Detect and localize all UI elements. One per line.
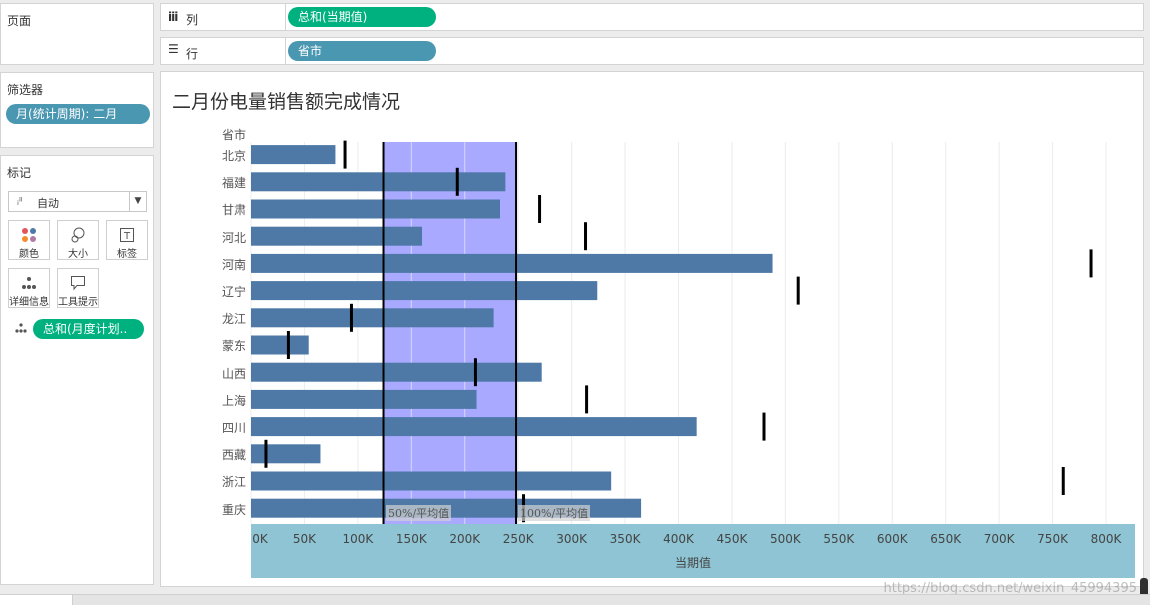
color-icon xyxy=(9,227,49,243)
detail-icon xyxy=(9,275,49,291)
axis-tick-label: 550K xyxy=(823,532,855,546)
scroll-handle[interactable] xyxy=(1140,578,1148,600)
bar xyxy=(251,199,501,219)
rows-shelf: ☰ 行 省市 xyxy=(160,37,1144,65)
size-label: 大小 xyxy=(68,249,88,260)
axis-tick-label: 800K xyxy=(1090,532,1122,546)
size-icon xyxy=(58,227,98,243)
size-button[interactable]: 大小 xyxy=(57,220,99,260)
bar xyxy=(251,308,494,328)
columns-shelf: iii 列 总和(当期值) xyxy=(160,3,1144,31)
rows-icon: ☰ xyxy=(168,42,179,56)
axis-tick-label: 100K xyxy=(342,532,374,546)
bar xyxy=(251,281,598,301)
columns-icon: iii xyxy=(168,10,178,24)
row-label: 河南 xyxy=(222,257,247,272)
filters-panel: 筛选器 月(统计周期): 二月 xyxy=(0,72,154,148)
row-label: 上海 xyxy=(222,393,247,408)
bar xyxy=(251,389,477,409)
bar xyxy=(251,362,542,382)
view-panel: 二月份电量销售额完成情况 省市 北京福建甘肃河北河南辽宁龙江蒙东山西上海四川西藏… xyxy=(160,71,1144,596)
color-label: 颜色 xyxy=(19,249,39,260)
axis-tick-label: 250K xyxy=(502,532,534,546)
tooltip-icon xyxy=(58,275,98,291)
svg-text:T: T xyxy=(123,231,131,242)
columns-pill[interactable]: 总和(当期值) xyxy=(288,7,436,27)
bar-chart-icon: ᵢˡˡ xyxy=(17,195,23,208)
axis-band xyxy=(251,524,1135,578)
watermark: https://blog.csdn.net/weixin_45994395 xyxy=(883,581,1137,596)
row-header: 省市 xyxy=(222,128,247,142)
detail-label: 详细信息 xyxy=(9,297,49,308)
detail-field-icon xyxy=(14,322,28,337)
axis-title: 当期值 xyxy=(674,556,711,570)
axis-tick-label: 700K xyxy=(983,532,1015,546)
shelf-divider xyxy=(285,4,286,30)
label-button[interactable]: T 标签 xyxy=(106,220,148,260)
bullet-chart xyxy=(250,140,1107,524)
color-button[interactable]: 颜色 xyxy=(8,220,50,260)
axis-tick-label: 500K xyxy=(769,532,801,546)
row-label: 浙江 xyxy=(222,475,247,490)
axis-tick-label: 50K xyxy=(292,532,317,546)
marks-title: 标记 xyxy=(7,166,32,180)
text-icon: T xyxy=(107,227,147,243)
tooltip-label: 工具提示 xyxy=(58,297,98,308)
row-label: 河北 xyxy=(222,230,247,245)
bar xyxy=(251,417,697,437)
pages-title: 页面 xyxy=(7,14,32,28)
bar xyxy=(251,253,773,273)
axis-tick-label: 400K xyxy=(663,532,694,546)
marks-panel: 标记 ᵢˡˡ 自动 ▼ 颜色 大小 T 标签 详细信息 工具提示 总和 xyxy=(0,155,154,585)
detail-button[interactable]: 详细信息 xyxy=(8,268,50,308)
row-label: 福建 xyxy=(222,176,247,191)
mark-type-label: 自动 xyxy=(37,197,59,210)
pages-panel: 页面 xyxy=(0,3,154,65)
marks-field-pill[interactable]: 总和(月度计划.. xyxy=(33,319,144,339)
rows-label: 行 xyxy=(186,47,199,61)
bar xyxy=(251,226,422,246)
filter-pill[interactable]: 月(统计周期): 二月 xyxy=(6,104,150,124)
ref-label-50: 50%/平均值 xyxy=(386,505,452,521)
label-label: 标签 xyxy=(117,249,137,260)
reference-band xyxy=(383,142,517,524)
axis-tick-label: 0K xyxy=(252,532,268,546)
shelf-divider xyxy=(285,38,286,64)
bar xyxy=(251,172,506,192)
row-label: 北京 xyxy=(222,149,247,163)
chevron-down-icon: ▼ xyxy=(129,192,146,211)
axis-tick-label: 350K xyxy=(609,532,641,546)
row-label: 蒙东 xyxy=(222,339,247,354)
tooltip-button[interactable]: 工具提示 xyxy=(57,268,99,308)
axis-tick-label: 200K xyxy=(449,532,481,546)
filters-title: 筛选器 xyxy=(7,83,44,97)
axis-tick-label: 650K xyxy=(930,532,962,546)
columns-label: 列 xyxy=(186,13,199,27)
ref-label-100: 100%/平均值 xyxy=(518,505,591,521)
axis-tick-label: 750K xyxy=(1037,532,1068,546)
row-label: 重庆 xyxy=(222,502,247,517)
sheet-tab-strip xyxy=(0,594,1150,605)
bar xyxy=(251,444,321,464)
mark-type-dropdown[interactable]: ᵢˡˡ 自动 ▼ xyxy=(8,191,147,212)
row-label: 四川 xyxy=(222,421,247,435)
row-label: 西藏 xyxy=(222,448,247,463)
axis-tick-label: 150K xyxy=(395,532,427,546)
bar xyxy=(251,335,309,355)
axis-tick-label: 600K xyxy=(876,532,908,546)
bar xyxy=(251,145,336,165)
row-label: 甘肃 xyxy=(222,203,247,218)
axis-tick-label: 300K xyxy=(556,532,588,546)
row-label: 龙江 xyxy=(222,312,247,327)
axis-tick-label: 450K xyxy=(716,532,748,546)
bar xyxy=(251,471,612,491)
axis-ticks: 0K 50K 100K 150K 200K 250K 300K 350K 400K 450K 500… xyxy=(251,524,1135,554)
sheet-tab[interactable] xyxy=(0,595,73,605)
rows-pill[interactable]: 省市 xyxy=(288,41,436,61)
row-label: 辽宁 xyxy=(222,285,247,299)
row-label: 山西 xyxy=(222,366,247,381)
view-title: 二月份电量销售额完成情况 xyxy=(172,91,401,113)
